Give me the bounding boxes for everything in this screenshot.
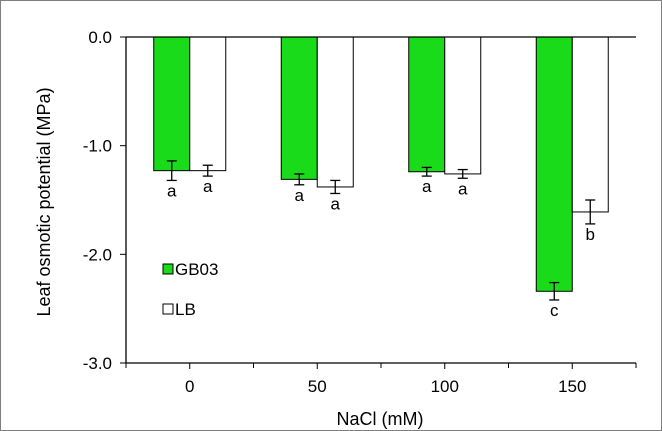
significance-label-gb03-0: a (167, 181, 177, 200)
significance-label-lb-100: a (458, 179, 468, 198)
significance-label-lb-50: a (331, 194, 341, 213)
significance-label-lb-150: b (586, 225, 595, 244)
y-tick-label: -2.0 (83, 245, 112, 264)
significance-label-lb-0: a (203, 177, 213, 196)
bar-gb03-0 (153, 36, 191, 172)
legend-label-lb: LB (175, 300, 196, 319)
y-tick-label: -3.0 (83, 354, 112, 373)
bar-lb-0 (189, 36, 227, 172)
legend-label-gb03: GB03 (175, 260, 218, 279)
legend-swatch-lb (162, 303, 174, 315)
x-axis-title: NaCl (mM) (337, 409, 424, 429)
bar-lb-100 (444, 36, 482, 175)
x-tick-label-50: 50 (308, 377, 327, 396)
y-axis-title: Leaf osmotic potential (MPa) (34, 87, 54, 316)
significance-label-gb03-150: c (550, 301, 559, 320)
bar-gb03-50 (280, 36, 318, 180)
significance-label-gb03-100: a (422, 177, 432, 196)
x-tick-label-150: 150 (558, 377, 586, 396)
bar-lb-150 (571, 36, 609, 213)
bar-gb03-100 (408, 36, 446, 173)
x-tick-label-0: 0 (185, 377, 194, 396)
significance-label-gb03-50: a (295, 186, 305, 205)
bar-gb03-150 (535, 36, 573, 292)
y-tick-label: -1.0 (83, 137, 112, 156)
y-tick-label: 0.0 (88, 28, 112, 47)
x-tick-label-100: 100 (431, 377, 459, 396)
bar-lb-50 (316, 36, 354, 188)
legend-swatch-gb03 (162, 263, 174, 275)
